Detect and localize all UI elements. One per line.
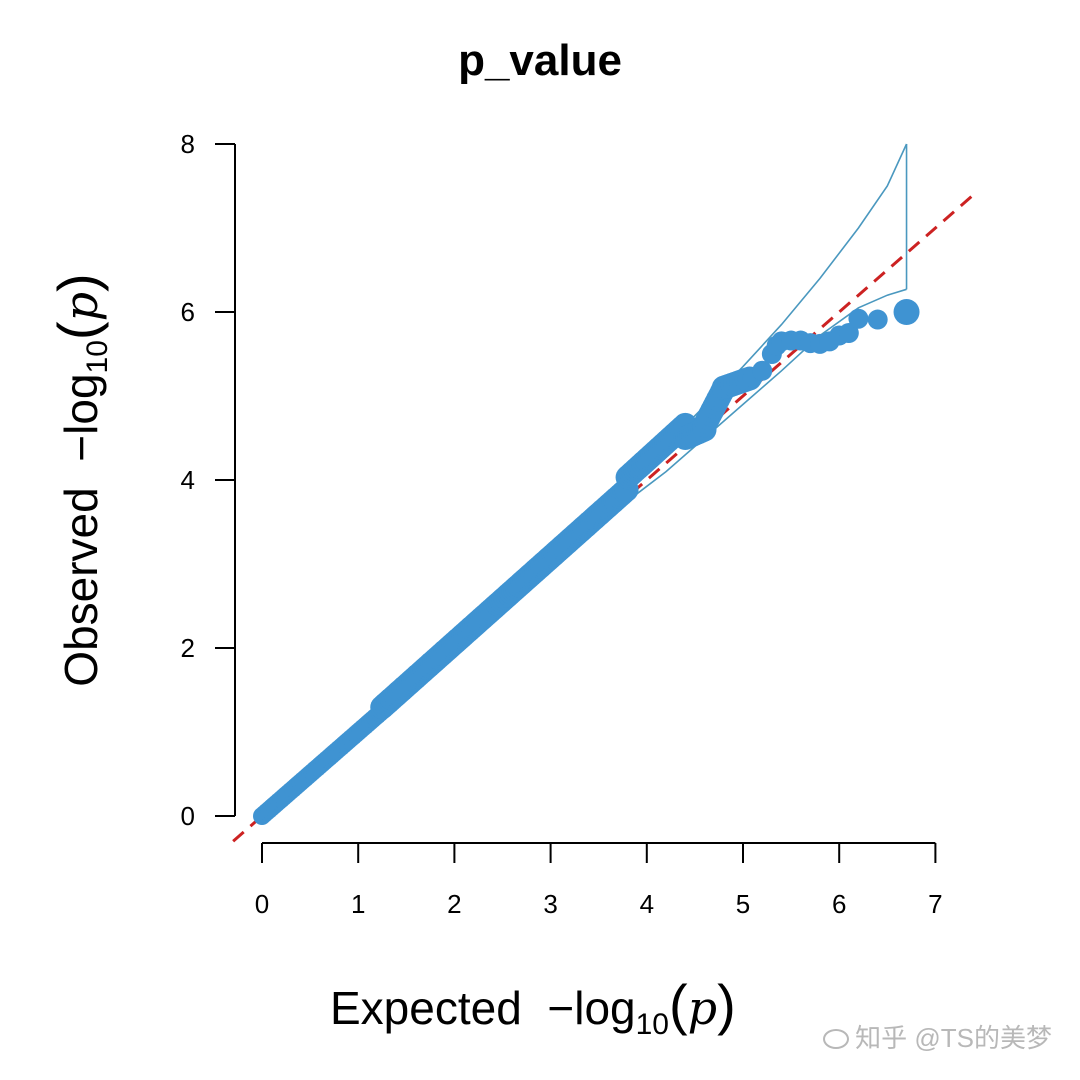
x-tick-label: 2: [447, 889, 461, 919]
y-p-symbol: p: [54, 291, 108, 322]
data-point: [838, 323, 859, 343]
watermark: 知乎 @TS的美梦: [823, 1018, 1052, 1055]
y-tick-label: 2: [181, 633, 195, 663]
ci-lower-line: [627, 288, 907, 502]
y-tick-label: 6: [181, 297, 195, 327]
y-log: log: [55, 373, 107, 435]
y-tick-label: 8: [181, 129, 195, 159]
x-minus: −: [547, 982, 575, 1034]
x-tick-label: 7: [928, 889, 942, 919]
x-axis-label: Expected −log10(p): [330, 972, 736, 1042]
x-tick-label: 5: [736, 889, 750, 919]
x-tick-label: 6: [832, 889, 846, 919]
x-close-paren: ): [717, 973, 736, 1036]
x-log: log: [574, 982, 636, 1034]
x-tick-label: 1: [351, 889, 365, 919]
watermark-text: 知乎 @TS的美梦: [855, 1023, 1052, 1053]
x-p-symbol: p: [687, 981, 718, 1035]
x-axis-label-text: Expected: [330, 982, 522, 1034]
y-tick-label: 0: [181, 801, 195, 831]
x-log-base: 10: [635, 1008, 669, 1041]
y-log-base: 10: [81, 340, 114, 374]
x-tick-label: 3: [543, 889, 557, 919]
y-tick-label: 4: [181, 465, 195, 495]
y-close-paren: ): [46, 273, 109, 292]
y-axis-label-text: Observed: [55, 487, 107, 687]
x-tick-label: 4: [640, 889, 654, 919]
data-point: [893, 299, 920, 325]
chart-title: p_value: [458, 36, 622, 85]
data-point: [752, 360, 773, 381]
data-point: [848, 308, 869, 329]
y-open-paren: (: [46, 321, 109, 341]
x-open-paren: (: [669, 973, 688, 1036]
x-tick-label: 0: [255, 889, 269, 919]
y-axis-label: Observed −log10(p): [45, 273, 115, 686]
y-minus: −: [55, 434, 107, 462]
data-point: [867, 309, 888, 330]
wechat-icon: [823, 1029, 850, 1049]
